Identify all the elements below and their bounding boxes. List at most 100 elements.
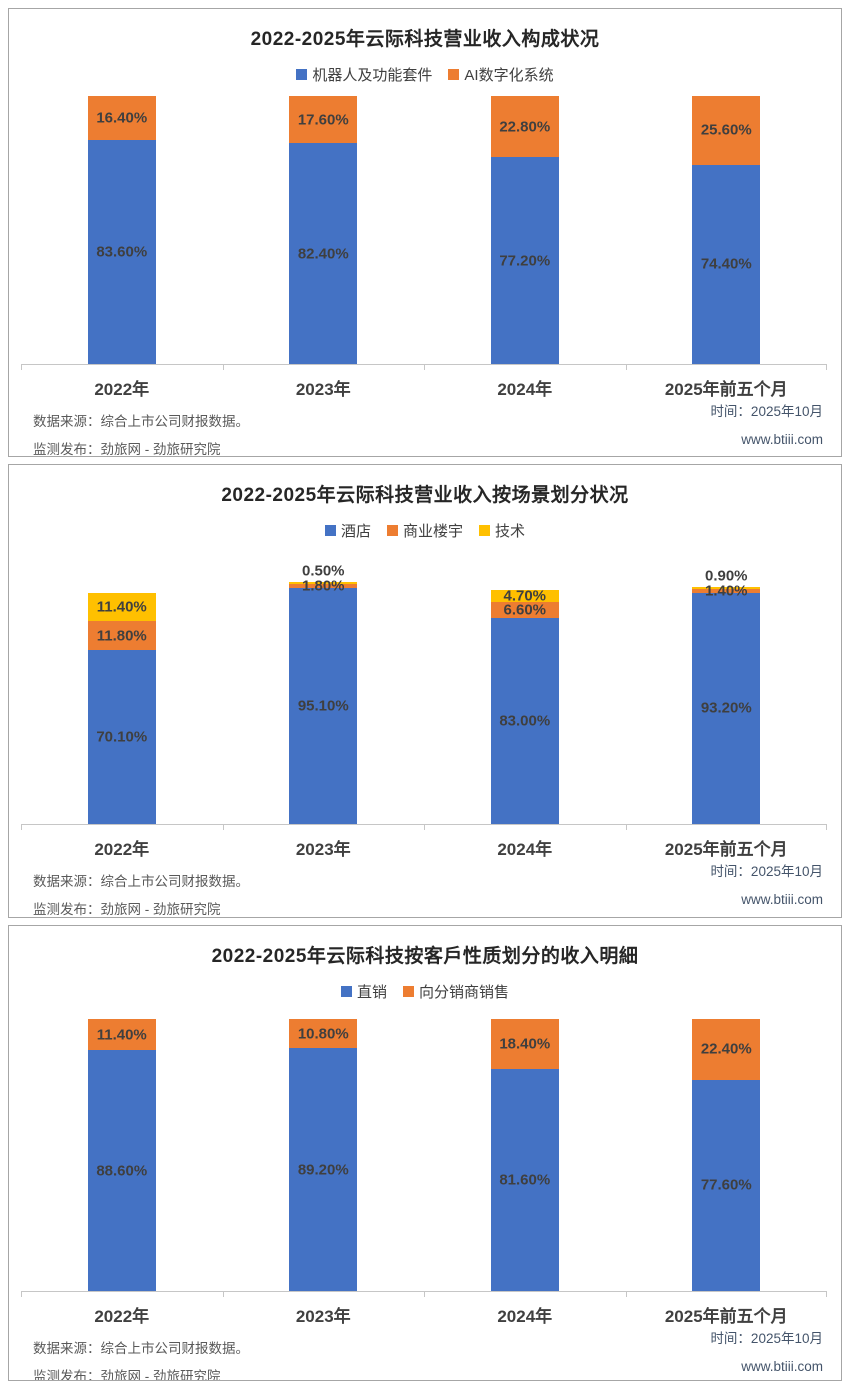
legend-item: 技术: [479, 520, 525, 541]
legend-item: AI数字化系统: [448, 64, 554, 85]
chart-panel-revenue-by-scene: 2022-2025年云际科技营业收入按场景划分状况 酒店 商业楼宇 技术 70.10…: [8, 464, 842, 918]
stacked-bar: [87, 96, 156, 364]
stacked-bar: [490, 96, 559, 364]
legend-marker: [386, 525, 398, 536]
legend-label: 商业楼宇: [402, 523, 463, 540]
stacked-bar: [289, 582, 358, 824]
axis-tick: [222, 364, 224, 370]
footer-source-block: 数据来源：综合上市公司财报数据。 监测发布：劲旅网 - 劲旅研究院: [33, 408, 249, 456]
footer-meta-block: 时间：2025年10月 www.btiii.com: [710, 1325, 823, 1380]
axis-tick: [625, 364, 627, 370]
bar-segment: [490, 1069, 559, 1291]
axis-tick: [424, 824, 425, 830]
data-label: 0.50%: [301, 562, 345, 580]
x-axis-label: 2024年: [497, 1307, 553, 1326]
legend-marker: [403, 986, 414, 997]
data-label: 22.40%: [700, 1040, 752, 1058]
data-label: 70.10%: [96, 728, 148, 746]
legend-item: 机器人及功能套件: [296, 64, 432, 85]
data-label: 83.60%: [96, 243, 148, 261]
data-label: 93.20%: [700, 699, 752, 717]
data-label: 22.80%: [499, 118, 551, 136]
data-label: 0.90%: [704, 567, 748, 585]
bar-segment: [490, 590, 559, 602]
website-text: www.btiii.com: [741, 892, 823, 907]
stacked-bar: [692, 96, 761, 364]
bar-segment: [289, 583, 358, 589]
chart-panel-revenue-composition: 2022-2025年云际科技营业收入构成状况 机器人及功能套件 AI数字化系统 8…: [8, 8, 842, 457]
legend: 直销 向分销商销售: [9, 981, 841, 1002]
axis-tick: [424, 1291, 425, 1297]
bar-segment: [692, 1019, 761, 1080]
bar-segment: [87, 1019, 156, 1051]
axis-tick: [222, 1291, 224, 1297]
data-label: 1.40%: [704, 582, 748, 600]
footer-meta-block: 时间：2025年10月 www.btiii.com: [710, 398, 823, 454]
plot-area: 70.10% 11.80% 11.40% 95.10% 1.80% 0.50% 83.00%…: [21, 563, 827, 830]
legend-item: 商业楼宇: [386, 520, 463, 541]
axis-tick: [21, 1291, 22, 1297]
bar-segment: [490, 1019, 559, 1070]
x-axis-label: 2025年前五个月: [664, 380, 788, 399]
bar-segment: [490, 96, 559, 158]
x-axis-label: 2022年: [94, 840, 150, 859]
data-source-text: 数据来源：综合上市公司财报数据。: [33, 1341, 249, 1356]
data-source-text: 数据来源：综合上市公司财报数据。: [33, 874, 249, 889]
stacked-bar: [87, 592, 156, 824]
data-label: 74.40%: [700, 255, 752, 273]
publisher-text: 监测发布：劲旅网 - 劲旅研究院: [33, 1369, 221, 1381]
data-label: 11.80%: [96, 627, 147, 645]
legend-marker: [340, 986, 352, 997]
bar-segment: [490, 618, 559, 824]
data-label: 88.60%: [96, 1162, 148, 1179]
bar-segment: [289, 1048, 358, 1291]
bar-segment: [289, 588, 358, 824]
x-axis-label: 2022年: [94, 380, 150, 399]
data-label: 1.80%: [301, 577, 345, 595]
data-source-text: 数据来源：综合上市公司财报数据。: [33, 414, 249, 429]
bar-segment: [692, 1079, 761, 1291]
data-label: 10.80%: [297, 1025, 349, 1043]
legend-label: 直销: [356, 984, 387, 1001]
x-axis: 2022年 2023年 2024年 2025年前五个月: [21, 1302, 827, 1327]
data-label: 82.40%: [297, 245, 349, 263]
data-label: 11.40%: [96, 1026, 147, 1043]
axis-tick: [625, 1291, 627, 1297]
website-text: www.btiii.com: [741, 432, 823, 447]
bar-segment: [87, 139, 156, 364]
legend-item: 向分销商销售: [403, 981, 509, 1002]
data-label: 25.60%: [700, 121, 752, 139]
chart-title: 2022-2025年云际科技营业收入构成状况: [250, 29, 600, 50]
time-text: 时间：2025年10月: [710, 864, 823, 879]
data-label: 83.00%: [499, 712, 551, 730]
bar-segment: [289, 582, 358, 584]
legend-label: 机器人及功能套件: [312, 67, 433, 84]
time-text: 时间：2025年10月: [710, 404, 823, 419]
legend-label: 技术: [495, 523, 526, 540]
stacked-bar: [692, 1019, 761, 1291]
legend-label: 酒店: [340, 523, 371, 540]
x-axis-label: 2024年: [497, 840, 553, 859]
legend-label: 向分销商销售: [419, 984, 510, 1001]
data-label: 16.40%: [96, 109, 148, 127]
stacked-bar: [87, 1019, 156, 1291]
bar-segment: [87, 96, 156, 140]
time-text: 时间：2025年10月: [710, 1331, 823, 1346]
data-label: 89.20%: [297, 1161, 349, 1179]
website-text: www.btiii.com: [741, 1359, 823, 1374]
stacked-bar: [289, 96, 358, 364]
bar-segment: [692, 164, 761, 364]
axis-tick: [424, 364, 425, 370]
x-axis-label: 2023年: [295, 840, 351, 859]
plot-area: 88.60% 11.40% 89.20% 10.80% 81.60% 18.40% 77.6…: [21, 1019, 827, 1297]
stacked-bar: [490, 1019, 559, 1291]
legend-marker: [448, 69, 460, 80]
bar-segment: [289, 1019, 358, 1049]
x-axis-label: 2025年前五个月: [664, 1307, 788, 1326]
publisher-text: 监测发布：劲旅网 - 劲旅研究院: [33, 902, 221, 917]
bar-segment: [87, 620, 156, 651]
data-label: 95.10%: [297, 697, 349, 715]
footer-source-block: 数据来源：综合上市公司财报数据。 监测发布：劲旅网 - 劲旅研究院: [33, 1335, 249, 1381]
axis-tick: [625, 824, 627, 830]
bar-segment: [490, 601, 559, 619]
